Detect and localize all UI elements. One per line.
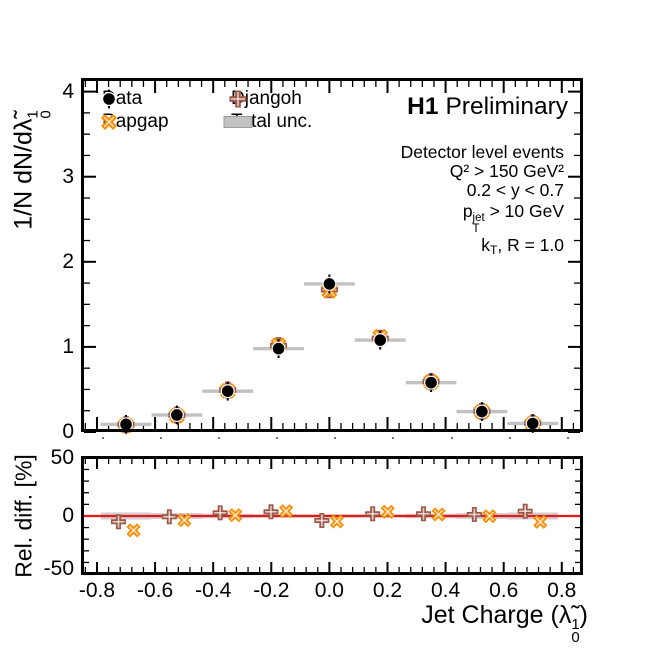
djangoh-marker: [229, 90, 247, 108]
x-tick-label: 0.0: [314, 579, 344, 602]
djangoh-ratio-marker: [110, 514, 126, 530]
ratio-y-tick-label: -50: [43, 557, 74, 580]
preliminary-label: Preliminary: [445, 93, 568, 120]
info-q2-cut: Q² > 150 GeV²: [449, 161, 564, 181]
rapgap-ratio-marker: [533, 514, 548, 529]
data-marker: [271, 339, 286, 359]
x-tick-label: 0.2: [372, 579, 403, 602]
legend-item-djangoh: Djangoh: [223, 88, 302, 110]
main-data-points: [100, 274, 559, 434]
main-y-tick-label: 4: [62, 79, 74, 103]
x-tick-label: 0.8: [547, 579, 577, 602]
info-jet-algo: kT, R = 1.0: [481, 235, 564, 258]
rapgap-marker: [101, 114, 117, 130]
x-tick-label: -0.2: [253, 579, 290, 602]
djangoh-marker-icon: [229, 90, 247, 108]
data-marker: [220, 381, 235, 401]
main-x-micro-label: [334, 437, 337, 439]
uncertainty-band-icon: [223, 116, 253, 128]
unc-band: [223, 116, 253, 128]
main-x-micro-label: [218, 437, 221, 439]
data-marker: [424, 373, 439, 393]
main-y-tick-label: 0: [62, 420, 74, 443]
rapgap-ratio-marker: [329, 514, 345, 529]
rapgap-ratio-marker: [431, 507, 446, 522]
data-marker: [169, 405, 184, 425]
x-tick-label: 0.6: [489, 579, 519, 602]
data-marker: [474, 402, 489, 421]
main-y-tick-label: 2: [62, 249, 74, 273]
ratio-y-tick-label: 0: [62, 503, 74, 527]
djangoh-ratio-marker: [212, 505, 228, 521]
main-x-micro-label: [160, 437, 163, 439]
info-pt-cut: p jet T > 10 GeV: [462, 201, 564, 235]
x-tick-label: 0.4: [430, 579, 461, 602]
djangoh-ratio-marker: [517, 503, 533, 519]
panel-frame: [81, 78, 583, 432]
rapgap-ratio-marker: [177, 513, 192, 528]
main-x-micro-label: [276, 437, 279, 439]
experiment-title: H1 Preliminary: [407, 93, 568, 121]
djangoh-ratio-marker: [416, 506, 432, 522]
data-marker: [322, 274, 337, 294]
legend-label-rapgap: Rapgap: [102, 111, 169, 132]
legend-item-data: Data: [94, 88, 142, 110]
legend-item-total-unc: Total unc.: [223, 111, 312, 133]
x-tick-label: -0.4: [195, 579, 232, 602]
legend-label-djangoh: Djangoh: [231, 88, 302, 109]
x-axis-title: Jet Charge (λ̃ 1 0): [421, 601, 588, 646]
main-x-micro-label: [566, 437, 569, 439]
info-detector-level: Detector level events: [400, 142, 564, 162]
rapgap-ratio-marker: [482, 509, 497, 524]
main-y-tick-label: 3: [62, 164, 74, 188]
ratio-content: [84, 503, 580, 538]
legend-item-rapgap: Rapgap: [94, 111, 169, 133]
x-axis-ticks: [84, 459, 575, 572]
ratio-panel: [81, 456, 583, 576]
x-tick-label: -0.8: [78, 579, 116, 602]
main-x-micro-label: [450, 437, 453, 439]
main-y-tick-label: 1: [62, 334, 74, 358]
djangoh-ratio-marker: [466, 506, 482, 522]
rapgap-ratio-marker: [228, 508, 243, 523]
data-marker-icon: [101, 89, 117, 109]
djangoh-ratio-marker: [263, 504, 279, 520]
rapgap-marker-icon: [101, 114, 117, 130]
main-x-micro-label: [508, 437, 511, 439]
data-marker: [101, 89, 117, 109]
data-marker: [373, 330, 388, 350]
main-x-micro-label: [101, 437, 104, 439]
djangoh-ratio-marker: [161, 509, 177, 525]
info-y-cut: 0.2 < y < 0.7: [466, 180, 564, 200]
rapgap-ratio-marker: [279, 504, 294, 519]
ratio-y-tick-label: 50: [50, 445, 74, 469]
rapgap-ratio-marker: [380, 504, 395, 519]
experiment-name: H1: [407, 93, 439, 120]
main-x-micro-label: [392, 437, 395, 439]
selection-info: Detector level events Q² > 150 GeV² 0.2 …: [401, 143, 564, 260]
rapgap-ratio-marker: [126, 523, 141, 538]
djangoh-ratio-marker: [365, 506, 381, 522]
panel-frame: [81, 456, 583, 575]
x-tick-label: -0.6: [136, 579, 174, 602]
main-panel: [81, 78, 583, 434]
djangoh-ratio-marker: [314, 512, 330, 528]
